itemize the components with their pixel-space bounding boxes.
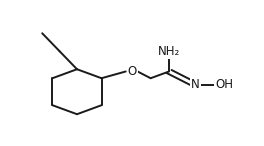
- Text: OH: OH: [215, 78, 233, 92]
- Text: O: O: [128, 65, 137, 78]
- Text: NH₂: NH₂: [158, 45, 180, 58]
- Text: N: N: [191, 78, 200, 92]
